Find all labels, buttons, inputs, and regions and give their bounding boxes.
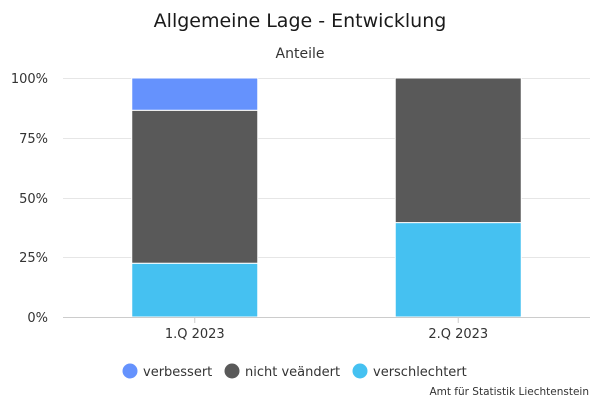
y-tick-label: 25%	[19, 251, 48, 266]
legend-marker	[122, 363, 138, 379]
bar-segment[interactable]	[131, 109, 259, 264]
chart-subtitle: Anteile	[276, 46, 325, 62]
y-tick-label: 50%	[19, 192, 48, 207]
legend-marker	[352, 363, 368, 379]
chart-title: Allgemeine Lage - Entwicklung	[154, 10, 447, 32]
y-tick-label: 0%	[27, 311, 48, 326]
x-tick-label: 2.Q 2023	[428, 327, 488, 342]
bar-segment[interactable]	[131, 262, 259, 318]
legend: verbessert nicht veändert verschlechtert	[122, 363, 467, 380]
bar-segment[interactable]	[394, 77, 522, 224]
y-tick-label: 100%	[11, 72, 48, 87]
legend-marker	[224, 363, 240, 379]
legend-label[interactable]: verbessert	[143, 365, 212, 380]
y-axis: 0% 25% 50% 75% 100%	[11, 72, 48, 326]
bars	[131, 77, 522, 318]
chart-credit: Amt für Statistik Liechtenstein	[429, 386, 589, 398]
legend-label[interactable]: nicht veändert	[245, 365, 340, 380]
legend-label[interactable]: verschlechtert	[373, 365, 467, 380]
bar-segment[interactable]	[394, 222, 522, 318]
x-tick-label: 1.Q 2023	[165, 327, 225, 342]
x-axis: 1.Q 2023 2.Q 2023	[165, 317, 488, 342]
bar-segment[interactable]	[131, 77, 259, 111]
y-tick-label: 75%	[19, 132, 48, 147]
